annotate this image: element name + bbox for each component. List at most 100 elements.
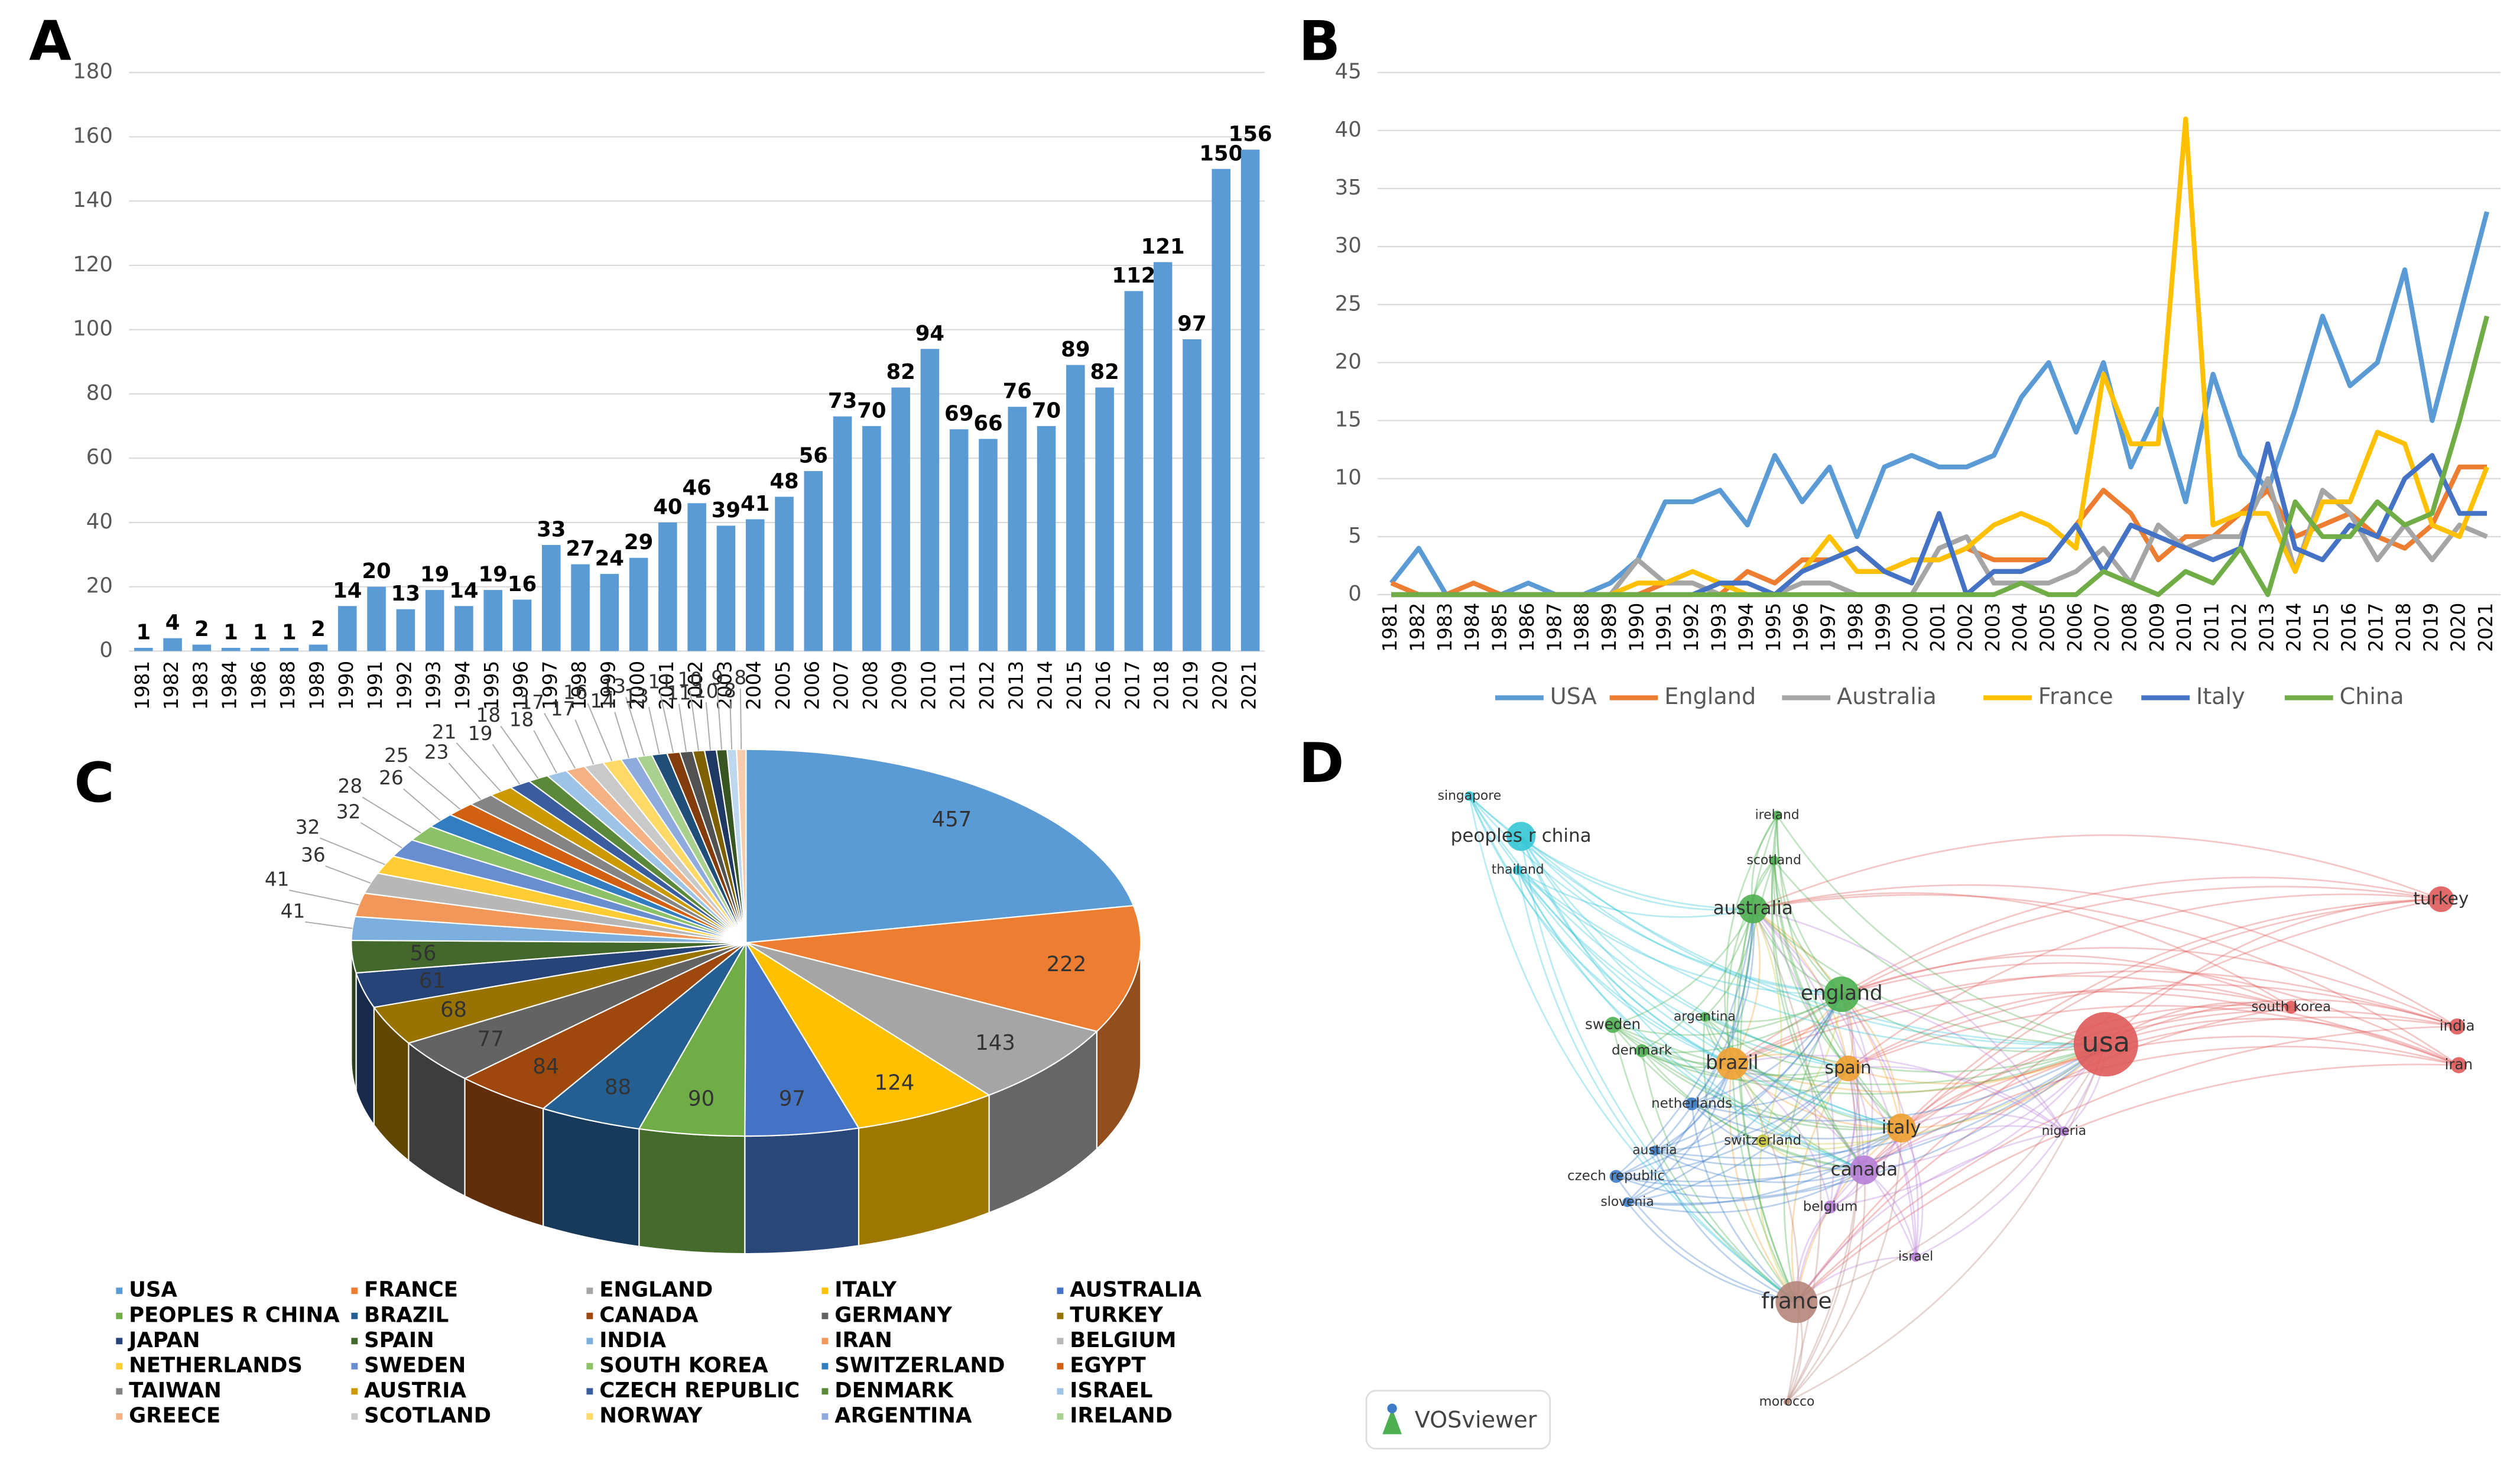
edge [1847,1068,1917,1257]
value-label: 8 [724,679,736,702]
legend-label: CANADA [599,1303,699,1327]
bar [396,609,415,651]
edge [1731,1063,1800,1403]
value-label: 21 [432,721,457,743]
legend-label: China [2340,683,2404,709]
bar [1124,291,1144,651]
value-label: 27 [566,537,595,561]
edge [1900,1127,1924,1257]
edge [1847,987,2292,1069]
value-label: 26 [379,767,404,789]
node-label: ireland [1755,807,1800,822]
value-label: 4 [165,611,180,635]
x-tick-label: 2007 [2091,603,2113,652]
edge [1704,1016,1865,1171]
edge [1795,1026,2457,1303]
edge [1641,1050,1797,1303]
leader-line [574,719,595,765]
edge [1516,869,1733,1065]
node [1513,865,1523,875]
x-tick-label: 1986 [1516,603,1538,652]
edge [1752,909,1782,1141]
x-tick-label: 2016 [1092,661,1115,710]
node-label: brazil [1706,1051,1759,1073]
legend-label: Australia [1837,683,1937,709]
node [1824,1201,1837,1214]
edge [1786,1170,1866,1403]
x-tick-label: 1987 [1543,603,1566,652]
edge [1762,1068,1849,1142]
edge [1627,1127,1902,1206]
x-tick-label: 2005 [2037,603,2059,652]
value-label: 17 [551,697,576,720]
edge [1654,1068,1849,1151]
y-tick-label: 35 [1335,176,1362,200]
edge [1517,869,1842,995]
x-tick-label: 1993 [423,661,445,710]
x-tick-label: 1981 [1379,603,1401,652]
x-tick-label: 2008 [859,661,882,710]
edge [1732,991,2459,1066]
bar [979,439,998,651]
edge [1762,1127,1902,1150]
legend-swatch [1057,1388,1064,1395]
x-tick-label: 1984 [219,661,241,710]
edge [1517,869,1902,1129]
bar [1037,426,1056,651]
legend-swatch [821,1362,829,1370]
legend-swatch [351,1287,358,1294]
edge [1520,836,1842,995]
edge [1829,994,1859,1208]
value-label: 97 [1177,312,1206,336]
x-tick-label: 2008 [2119,603,2141,652]
legend-swatch [116,1388,123,1395]
value-label: 77 [478,1027,504,1052]
panel-label: C [74,751,114,815]
edge [1469,796,1849,1069]
node-label: thailand [1492,862,1544,877]
value-label: 8 [734,666,746,689]
edge [1841,994,1902,1128]
x-tick-label: 2011 [2201,603,2223,652]
legend-label: AUSTRIA [364,1378,466,1403]
x-tick-label: 2004 [743,661,765,710]
edge [1516,869,1797,1303]
bar [280,647,298,651]
panel-label: A [29,9,72,73]
x-tick-label: 2010 [917,661,940,710]
edge [1776,815,1902,1129]
value-label: 1 [253,620,268,644]
y-tick-label: 25 [1335,291,1362,316]
bar [1212,168,1231,651]
edge [1752,909,1822,1403]
value-label: 68 [440,998,467,1022]
legend-label: USA [129,1278,177,1302]
legend-label: England [1664,683,1756,709]
node-label: peoples r china [1451,825,1592,846]
value-label: 16 [508,572,537,596]
node-label: south korea [2251,999,2331,1014]
value-label: 94 [915,322,944,346]
bar [629,557,648,651]
value-label: 90 [688,1087,715,1111]
x-tick-label: 2013 [2255,603,2278,652]
leader-line [408,765,461,810]
legend-label: BRAZIL [364,1303,449,1327]
edge [1641,1050,1902,1131]
x-tick-label: 2003 [1982,603,2004,652]
leader-line [456,742,501,792]
edge [1654,1150,1865,1183]
bar [687,503,706,651]
pie-side [543,1108,640,1248]
node-label: england [1801,982,1883,1005]
x-tick-label: 2001 [1927,603,1949,652]
x-tick-label: 1981 [131,661,154,710]
y-tick-label: 160 [73,124,113,148]
x-tick-label: 2017 [2365,603,2388,652]
node-label: switzerland [1724,1133,1801,1148]
y-tick-label: 30 [1335,233,1362,258]
edge [1752,884,2458,1027]
edge [1841,962,2459,1066]
edge [1732,1043,2106,1093]
edge [1654,994,1843,1151]
